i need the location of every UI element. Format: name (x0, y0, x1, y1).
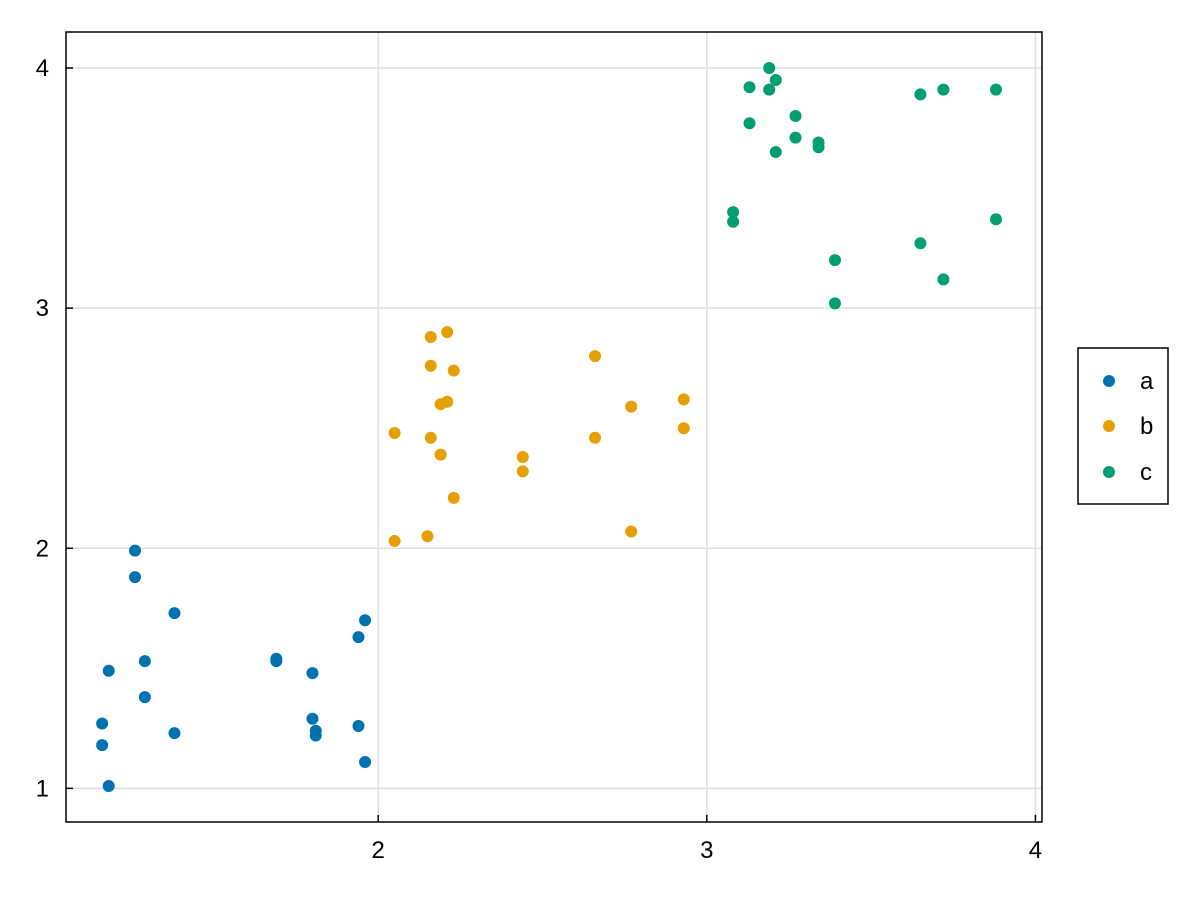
data-point-a (129, 544, 142, 557)
data-point-b (625, 400, 638, 413)
data-point-a (306, 712, 319, 725)
data-point-c (727, 206, 740, 219)
legend-marker-a (1103, 375, 1115, 387)
data-point-a (359, 755, 372, 768)
grid-lines (66, 32, 1042, 822)
data-point-c (743, 117, 756, 130)
data-point-a (359, 614, 372, 627)
data-point-a (168, 727, 181, 740)
y-tick-label: 4 (36, 55, 49, 82)
data-point-a (138, 691, 151, 704)
data-point-a (102, 664, 115, 677)
x-tick-label: 3 (700, 837, 713, 864)
legend: a b c (1077, 347, 1169, 505)
data-point-c (763, 83, 776, 96)
y-tick-label: 2 (36, 535, 49, 562)
data-point-a (309, 729, 322, 742)
data-point-b (589, 350, 602, 363)
data-point-b (388, 535, 401, 548)
data-point-a (129, 571, 142, 584)
data-point-b (447, 491, 460, 504)
data-point-b (424, 359, 437, 372)
legend-label-b: b (1140, 413, 1153, 440)
data-point-a (96, 739, 109, 752)
data-point-c (914, 88, 927, 101)
data-point-b (434, 398, 447, 411)
data-point-c (763, 62, 776, 75)
data-point-a (168, 607, 181, 620)
data-point-c (828, 254, 841, 267)
data-point-b (625, 525, 638, 538)
data-point-c (989, 213, 1002, 226)
data-point-b (424, 431, 437, 444)
legend-marker-c (1103, 466, 1115, 478)
data-point-a (102, 779, 115, 792)
y-tick-label: 3 (36, 295, 49, 322)
data-point-c (828, 297, 841, 310)
data-point-b (677, 393, 690, 406)
data-point-b (589, 431, 602, 444)
data-point-b (516, 451, 529, 464)
plot-area-frame (65, 31, 1043, 823)
data-point-b (388, 427, 401, 440)
data-point-c (789, 131, 802, 144)
legend-label-c: c (1140, 459, 1152, 486)
data-point-c (743, 81, 756, 94)
data-point-c (812, 141, 825, 154)
x-tick-label: 4 (1029, 837, 1042, 864)
data-point-a (352, 719, 365, 732)
x-tick-label: 2 (372, 837, 385, 864)
legend-label-a: a (1140, 368, 1154, 395)
data-point-a (352, 631, 365, 644)
y-tick-label: 1 (36, 775, 49, 802)
data-point-c (769, 146, 782, 159)
data-point-a (96, 717, 109, 730)
data-point-b (677, 422, 690, 435)
data-point-b (421, 530, 434, 543)
data-point-a (270, 655, 283, 668)
data-points (96, 62, 1002, 792)
axis-ticks: 2 3 4 1 2 3 4 (36, 55, 1042, 864)
data-point-a (138, 655, 151, 668)
data-point-b (434, 448, 447, 461)
data-point-c (789, 110, 802, 123)
data-point-b (441, 326, 454, 339)
data-point-c (769, 74, 782, 87)
legend-marker-b (1103, 420, 1115, 432)
data-point-b (424, 330, 437, 343)
data-point-c (937, 83, 950, 96)
data-point-c (937, 273, 950, 286)
data-point-c (989, 83, 1002, 96)
data-point-a (306, 667, 319, 680)
data-point-c (914, 237, 927, 250)
data-point-c (727, 215, 740, 228)
legend-box (1077, 347, 1169, 505)
data-point-b (516, 465, 529, 478)
data-point-b (447, 364, 460, 377)
